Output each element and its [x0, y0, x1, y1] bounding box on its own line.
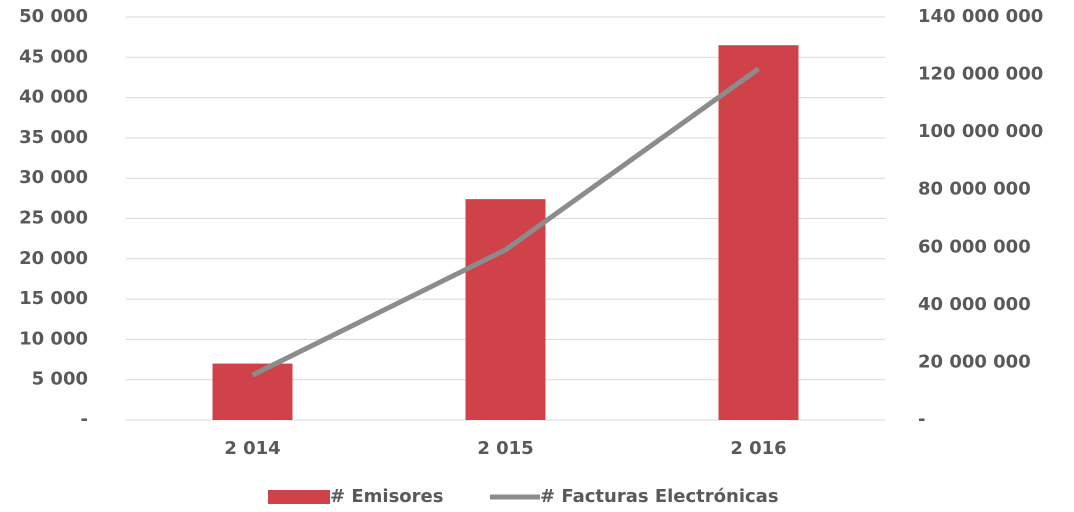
y-tick-label: 20 000: [19, 248, 88, 269]
x-tick-label: 2 014: [224, 438, 280, 459]
line: [251, 66, 760, 378]
bar: [465, 199, 546, 420]
bar: [212, 363, 293, 420]
legend-label: # Emisores: [330, 486, 443, 507]
y-tick-label: 35 000: [19, 127, 88, 148]
y2-tick-label: 60 000 000: [918, 236, 1031, 257]
y-tick-label: 25 000: [19, 208, 88, 229]
y2-tick-label: 80 000 000: [918, 179, 1031, 200]
y2-tick-label: 20 000 000: [918, 351, 1031, 372]
y-tick-label: 50 000: [19, 6, 88, 27]
y-tick-label: 45 000: [19, 46, 88, 67]
y2-tick-label: 40 000 000: [918, 294, 1031, 315]
y2-tick-label: 120 000 000: [918, 64, 1043, 85]
bar: [718, 45, 799, 421]
y-tick-label: 15 000: [19, 288, 88, 309]
y-tick-label: -: [81, 409, 88, 430]
y2-tick-label: -: [918, 409, 925, 430]
x-tick-label: 2 015: [477, 438, 533, 459]
y-tick-label: 5 000: [32, 369, 88, 390]
y-tick-label: 40 000: [19, 87, 88, 108]
legend-swatch: [268, 490, 330, 504]
y-tick-label: 30 000: [19, 167, 88, 188]
legend-label: # Facturas Electrónicas: [540, 486, 779, 507]
x-tick-label: 2 016: [730, 438, 786, 459]
y-tick-label: 10 000: [19, 328, 88, 349]
y2-tick-label: 100 000 000: [918, 121, 1043, 142]
y2-tick-label: 140 000 000: [918, 6, 1043, 27]
